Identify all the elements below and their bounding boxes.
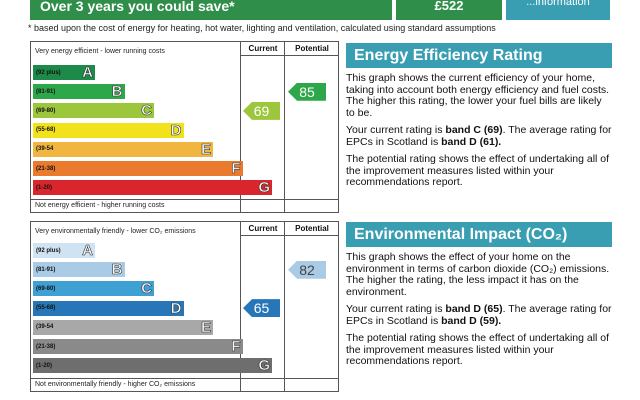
energy-col-potential: Potential — [295, 44, 329, 53]
energy-description: This graph shows the current efficiency … — [346, 72, 612, 189]
environment-band-a: (92 plus) A — [33, 243, 95, 258]
environment-band-letter: C — [141, 280, 152, 298]
environment-heading: Environmental Impact (CO₂) Rating — [346, 222, 612, 268]
environment-band-b: (81-91) B — [33, 262, 125, 277]
energy-band-letter: A — [82, 64, 93, 81]
energy-band-g: (1-20) G — [33, 180, 272, 195]
environment-band-d: (55-68) D — [33, 299, 184, 317]
savings-footnote: * based upon the cost of energy for heat… — [28, 23, 496, 33]
environment-band-range: (81-91) — [36, 266, 56, 273]
energy-potential-arrow: 85 — [288, 82, 326, 101]
environment-band-letter: E — [200, 318, 212, 336]
environment-para-1: This graph shows the effect of your home… — [346, 251, 610, 298]
energy-divider-1 — [240, 41, 241, 213]
energy-band-d: (55-68) D — [33, 121, 184, 139]
energy-para-3: The potential rating shows the effect of… — [346, 153, 610, 188]
environment-band-range: (21-38) — [36, 343, 56, 350]
energy-header-rule — [240, 55, 339, 56]
energy-para-2-pre: Your current rating is — [346, 124, 446, 136]
energy-current-arrow: 69 — [243, 101, 280, 120]
savings-banner: Over 3 years you could save* — [30, 0, 392, 20]
energy-band-letter: F — [231, 160, 241, 177]
environment-band-f: (21-38) F — [33, 339, 243, 354]
environment-para-2-mid: . The average rating for EPCs in Scotlan… — [346, 303, 612, 327]
energy-band-letter: G — [258, 179, 270, 197]
environment-band-range: (1-20) — [36, 362, 53, 369]
environment-para-3: The potential rating shows the effect of… — [346, 332, 610, 367]
energy-para-1: This graph shows the current efficiency … — [346, 72, 610, 119]
energy-band-range: (1-20) — [36, 184, 53, 191]
energy-col-current: Current — [248, 44, 278, 53]
energy-band-letter: B — [111, 83, 123, 101]
energy-band-range: (21-38) — [36, 165, 56, 172]
environment-average-band: band D (59). — [441, 314, 502, 327]
environment-description: This graph shows the effect of your home… — [346, 251, 612, 368]
environment-band-range: (92 plus) — [36, 247, 61, 254]
environment-top-label: Very environmentally friendly - lower CO… — [35, 228, 196, 235]
savings-label: Over 3 years you could save* — [40, 0, 235, 14]
environment-col-potential: Potential — [295, 224, 329, 233]
energy-average-band: band D (61). — [441, 135, 502, 148]
environment-band-g: (1-20) G — [33, 358, 272, 373]
energy-band-b: (81-91) B — [33, 84, 125, 99]
energy-bottom-label: Not energy efficient - higher running co… — [35, 202, 165, 209]
environment-divider-1 — [240, 221, 241, 392]
environment-band-range: (55-68) — [36, 305, 56, 312]
environment-band-c: (69-80) C — [33, 280, 154, 298]
environment-band-letter: D — [170, 299, 182, 317]
energy-band-letter: E — [200, 140, 212, 158]
environment-current-band: band D (65) — [445, 303, 503, 315]
energy-band-range: (69-80) — [36, 107, 56, 114]
environment-para-2: Your current rating is band D (65). The … — [346, 303, 612, 327]
energy-current-band: band C (69) — [445, 124, 503, 136]
environment-chart — [30, 221, 339, 392]
savings-info: ...information — [506, 0, 610, 20]
energy-band-e: (39-54 E — [33, 140, 213, 158]
energy-heading: Energy Efficiency Rating — [346, 43, 612, 68]
energy-chart — [30, 41, 339, 213]
energy-band-range: (81-91) — [36, 88, 56, 95]
environment-band-letter: B — [111, 261, 123, 279]
environment-band-range: (69-80) — [36, 285, 56, 292]
environment-band-letter: F — [231, 338, 241, 355]
energy-para-2-mid: . The average rating for EPCs in Scotlan… — [346, 124, 612, 148]
environment-band-e: (39-54 E — [33, 318, 213, 336]
savings-amount: £522 — [396, 0, 502, 20]
energy-band-letter: D — [170, 121, 182, 139]
environment-col-current: Current — [248, 224, 278, 233]
energy-para-2: Your current rating is band C (69). The … — [346, 124, 612, 148]
environment-footer-rule — [30, 378, 339, 379]
environment-current-arrow: 65 — [243, 299, 280, 318]
environment-bottom-label: Not environmentally friendly - higher CO… — [35, 381, 196, 388]
environment-potential-arrow: 82 — [288, 260, 326, 279]
environment-header-rule — [240, 235, 339, 236]
energy-footer-rule — [30, 199, 339, 200]
environment-band-letter: G — [258, 357, 270, 375]
energy-band-range: (39-54 — [36, 146, 54, 153]
environment-divider-2 — [284, 221, 285, 392]
environment-band-range: (39-54 — [36, 324, 54, 331]
energy-band-c: (69-80) C — [33, 102, 154, 120]
energy-band-range: (55-68) — [36, 127, 56, 134]
environment-band-letter: A — [82, 242, 93, 259]
energy-top-label: Very energy efficient - lower running co… — [35, 48, 165, 55]
energy-band-a: (92 plus) A — [33, 65, 95, 80]
energy-divider-2 — [284, 41, 285, 213]
energy-band-f: (21-38) F — [33, 161, 243, 176]
energy-band-letter: C — [141, 102, 152, 120]
energy-band-range: (92 plus) — [36, 69, 61, 76]
environment-para-2-pre: Your current rating is — [346, 303, 446, 315]
